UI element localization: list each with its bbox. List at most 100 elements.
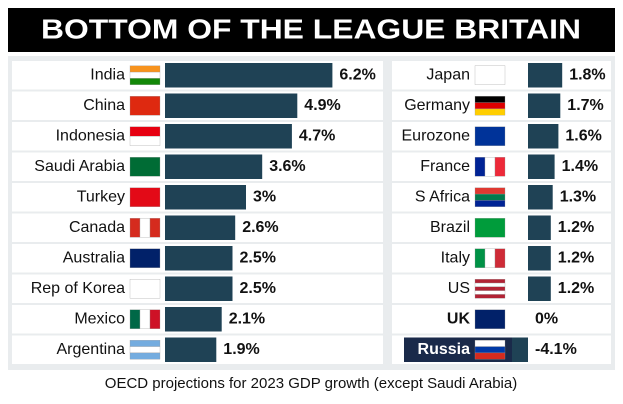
flag bbox=[129, 157, 161, 177]
category-label: Canada bbox=[69, 219, 125, 236]
flag bbox=[474, 352, 506, 360]
value-label: 3% bbox=[253, 188, 276, 205]
flag bbox=[474, 108, 506, 116]
flag bbox=[129, 96, 161, 116]
flag bbox=[484, 157, 496, 177]
flag bbox=[149, 309, 161, 329]
flag bbox=[474, 218, 506, 238]
category-label: Saudi Arabia bbox=[34, 158, 125, 175]
value-label: 6.2% bbox=[339, 66, 375, 83]
flag bbox=[139, 218, 151, 238]
footnote: OECD projections for 2023 GDP growth (ex… bbox=[105, 375, 517, 392]
flag bbox=[129, 71, 161, 79]
bar bbox=[528, 215, 551, 240]
value-label: 4.9% bbox=[304, 97, 340, 114]
value-label: 1.9% bbox=[223, 341, 259, 358]
category-label: Turkey bbox=[77, 188, 125, 205]
flag bbox=[129, 248, 161, 268]
category-label: Germany bbox=[404, 97, 470, 114]
value-label: -4.1% bbox=[535, 341, 577, 358]
flag bbox=[474, 282, 506, 287]
chart-title: BOTTOM OF THE LEAGUE BRITAIN bbox=[41, 13, 581, 44]
flag bbox=[474, 157, 486, 177]
value-label: 2.1% bbox=[229, 310, 265, 327]
flag bbox=[494, 157, 506, 177]
bar bbox=[165, 337, 217, 362]
flag bbox=[139, 309, 151, 329]
bar bbox=[165, 124, 292, 149]
value-label: 1.2% bbox=[558, 249, 594, 266]
flag bbox=[484, 248, 496, 268]
flag bbox=[474, 193, 506, 201]
category-label: Eurozone bbox=[402, 127, 471, 144]
flag bbox=[129, 279, 161, 299]
bar bbox=[165, 93, 298, 118]
bar bbox=[165, 215, 236, 240]
flag bbox=[474, 102, 506, 110]
title-box bbox=[8, 8, 615, 52]
value-label: 2.5% bbox=[240, 280, 276, 297]
flag bbox=[474, 346, 506, 354]
flag bbox=[474, 294, 506, 299]
flag bbox=[129, 340, 161, 347]
category-label: Australia bbox=[63, 249, 125, 266]
flag bbox=[494, 248, 506, 268]
category-label: Japan bbox=[426, 66, 470, 83]
flag bbox=[129, 78, 161, 85]
bar bbox=[528, 154, 555, 179]
flag bbox=[474, 248, 486, 268]
flag bbox=[129, 187, 161, 207]
category-label: S Africa bbox=[415, 188, 470, 205]
value-label: 2.6% bbox=[242, 219, 278, 236]
bar bbox=[165, 63, 333, 88]
bar bbox=[165, 185, 246, 210]
value-label: 0% bbox=[535, 310, 558, 327]
category-label: Argentina bbox=[57, 341, 126, 358]
flag bbox=[474, 96, 506, 103]
bar bbox=[528, 246, 551, 271]
bar bbox=[165, 154, 263, 179]
flag bbox=[129, 346, 161, 354]
flag bbox=[474, 279, 506, 284]
flag bbox=[474, 65, 506, 85]
bar bbox=[165, 246, 233, 271]
bar bbox=[528, 63, 563, 88]
flag bbox=[129, 218, 141, 238]
value-label: 4.7% bbox=[299, 127, 335, 144]
category-label: France bbox=[420, 158, 470, 175]
flag bbox=[474, 187, 506, 195]
flag bbox=[474, 309, 506, 329]
category-label: Russia bbox=[418, 341, 471, 358]
flag bbox=[474, 286, 506, 291]
bar bbox=[528, 276, 551, 301]
category-label: Brazil bbox=[430, 219, 470, 236]
category-label: Rep of Korea bbox=[31, 280, 125, 297]
bar bbox=[165, 276, 233, 301]
value-label: 1.4% bbox=[562, 158, 598, 175]
flag bbox=[474, 126, 506, 146]
value-label: 1.2% bbox=[558, 219, 594, 236]
category-label: China bbox=[83, 97, 125, 114]
value-label: 3.6% bbox=[269, 158, 305, 175]
bar bbox=[528, 185, 553, 210]
category-label: Mexico bbox=[74, 310, 125, 327]
bar bbox=[528, 93, 561, 118]
category-label: Indonesia bbox=[56, 127, 125, 144]
value-label: 1.2% bbox=[558, 280, 594, 297]
value-label: 1.6% bbox=[565, 127, 601, 144]
value-label: 1.7% bbox=[567, 97, 603, 114]
category-label: UK bbox=[447, 310, 471, 327]
flag bbox=[129, 65, 161, 73]
bar bbox=[528, 124, 559, 149]
flag bbox=[474, 340, 506, 347]
flag bbox=[129, 309, 141, 329]
bar bbox=[165, 307, 222, 332]
value-label: 2.5% bbox=[240, 249, 276, 266]
flag bbox=[149, 218, 161, 238]
value-label: 1.3% bbox=[560, 188, 596, 205]
flag bbox=[129, 136, 161, 146]
category-label: India bbox=[90, 66, 125, 83]
flag bbox=[474, 200, 506, 207]
flag bbox=[474, 290, 506, 295]
